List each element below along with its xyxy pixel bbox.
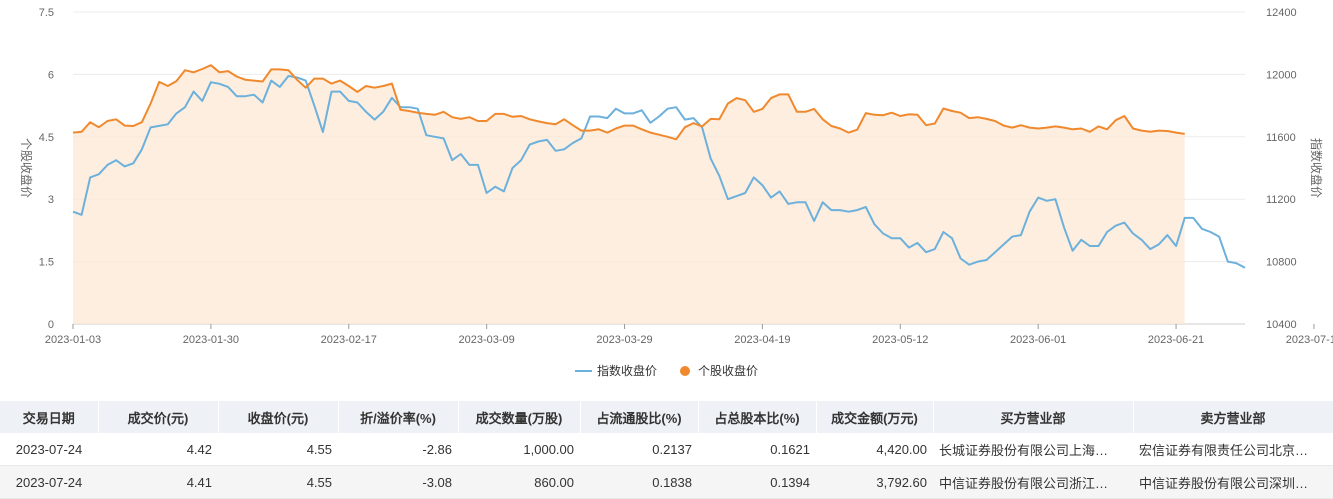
- table-cell: 中信证券股份有限公司深圳…: [1133, 465, 1333, 499]
- left-tick-label: 4.5: [39, 132, 54, 144]
- table-header-cell: 占流通股比(%): [580, 401, 699, 433]
- right-tick-label: 11200: [1266, 194, 1296, 206]
- right-y-axis: 10400 10800 11200 11600 12000 12400: [1266, 7, 1297, 331]
- right-tick-label: 10400: [1266, 319, 1297, 331]
- left-tick-label: 3: [48, 194, 54, 206]
- x-axis: 2023-01-03 2023-01-30 2023-02-17 2023-03-09…: [45, 324, 1333, 346]
- table-cell: 长城证券股份有限公司上海…: [933, 433, 1133, 466]
- x-tick-label: 2023-01-30: [183, 334, 239, 346]
- table-cell: 4.55: [218, 433, 338, 466]
- table-cell: 860.00: [458, 465, 580, 499]
- right-tick-label: 11600: [1266, 132, 1296, 144]
- left-tick-label: 0: [48, 319, 54, 331]
- chart-legend: 指数收盘价 个股收盘价: [575, 363, 758, 378]
- table-cell: 0.1394: [698, 465, 816, 499]
- right-axis-title: 指数收盘价: [1309, 138, 1324, 198]
- left-tick-label: 6: [48, 69, 54, 81]
- table-header-cell: 成交价(元): [98, 401, 219, 433]
- legend-stock-label: 个股收盘价: [698, 363, 758, 378]
- x-tick-label: 2023-06-01: [1010, 334, 1066, 346]
- x-tick-label: 2023-04-19: [734, 334, 790, 346]
- table-cell: 3,792.60: [816, 465, 933, 499]
- x-tick-label: 2023-02-17: [321, 334, 377, 346]
- table-header-cell: 折/溢价率(%): [338, 401, 459, 433]
- table-cell: 4.41: [98, 465, 218, 499]
- stock-area-layer: [73, 65, 1185, 324]
- table-header-cell: 占总股本比(%): [698, 401, 817, 433]
- table-cell: 2023-07-24: [0, 465, 98, 499]
- table-header-cell: 买方营业部: [933, 401, 1134, 433]
- left-y-axis: 0 1.5 3 4.5 6 7.5: [39, 7, 54, 331]
- chart-lines: [72, 64, 1246, 269]
- table-row: 2023-07-24 4.41 4.55 -3.08 860.00 0.1838 0.139…: [0, 465, 1333, 499]
- left-tick-label: 7.5: [39, 7, 54, 19]
- stock-series-line: [72, 64, 1185, 141]
- x-tick-label: 2023-06-21: [1148, 334, 1204, 346]
- right-tick-label: 12000: [1266, 69, 1297, 81]
- right-tick-label: 12400: [1266, 7, 1297, 19]
- table-cell: 0.1838: [580, 465, 698, 499]
- table-cell: -2.86: [338, 433, 458, 466]
- x-tick-label: 2023-03-09: [459, 334, 515, 346]
- table-header-cell: 收盘价(元): [218, 401, 339, 433]
- block-trade-table: 交易日期 成交价(元) 收盘价(元) 折/溢价率(%) 成交数量(万股) 占流通股比(%)…: [0, 401, 1333, 499]
- x-tick-label: 2023-01-03: [45, 334, 101, 346]
- x-tick-label: 2023-03-29: [596, 334, 652, 346]
- price-chart: 0 1.5 3 4.5 6 7.5 10400 10800 11200 11600 12000 12…: [19, 7, 1333, 378]
- table-header-row: 交易日期 成交价(元) 收盘价(元) 折/溢价率(%) 成交数量(万股) 占流通股比(%)…: [0, 401, 1333, 433]
- table-cell: 2023-07-24: [0, 433, 98, 466]
- table-cell: 1,000.00: [458, 433, 580, 466]
- left-axis-title: 个股收盘价: [19, 138, 34, 198]
- table-header-cell: 交易日期: [0, 401, 99, 433]
- table-cell: 4,420.00: [816, 433, 933, 466]
- table-header-cell: 卖方营业部: [1133, 401, 1333, 433]
- table-header-cell: 成交金额(万元): [816, 401, 934, 433]
- table-cell: 宏信证券有限责任公司北京…: [1133, 433, 1333, 466]
- legend-index-label: 指数收盘价: [597, 363, 657, 378]
- table-cell: 0.2137: [580, 433, 698, 466]
- right-tick-label: 10800: [1266, 257, 1297, 269]
- x-tick-label: 2023-07-13: [1286, 334, 1333, 346]
- table-cell: 4.42: [98, 433, 218, 466]
- table-cell: 0.1621: [698, 433, 816, 466]
- legend-stock-swatch: [680, 366, 690, 376]
- x-tick-label: 2023-05-12: [872, 334, 928, 346]
- table-header-cell: 成交数量(万股): [458, 401, 581, 433]
- stock-series-area: [73, 65, 1185, 324]
- index-series-line: [72, 75, 1246, 269]
- table-cell: -3.08: [338, 465, 458, 499]
- table-cell: 中信证券股份有限公司浙江…: [933, 465, 1133, 499]
- table-cell: 4.55: [218, 465, 338, 499]
- left-tick-label: 1.5: [39, 257, 54, 269]
- table-row: 2023-07-24 4.42 4.55 -2.86 1,000.00 0.2137 0.1…: [0, 433, 1333, 466]
